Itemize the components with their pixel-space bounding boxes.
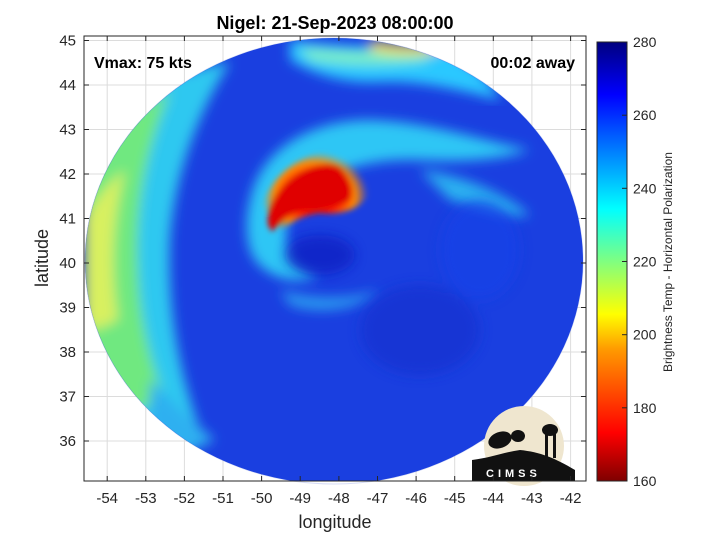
x-tick-label: -54 [96,490,118,507]
vmax-annotation: Vmax: 75 kts [94,55,192,72]
y-tick-label: 39 [59,300,76,317]
axes-frame [83,35,587,482]
x-tick-label: -45 [444,490,466,507]
y-axis: 36 37 38 39 40 41 42 43 44 45 [59,33,586,450]
y-tick-label: 43 [59,122,76,139]
x-tick-label: -51 [212,490,234,507]
y-tick-label: 44 [59,77,76,94]
x-tick-label: -44 [482,490,504,507]
x-axis: -54 -53 -52 -51 -50 -49 -48 -47 -46 -45 -44 -43 -42 [96,36,581,507]
x-tick-label: -43 [521,490,543,507]
colorbar-tick-label: 280 [633,34,657,50]
y-tick-label: 42 [59,166,76,183]
colorbar-tick-label: 180 [633,400,657,416]
x-tick-label: -49 [289,490,311,507]
logo-text: CIMSS [486,468,541,480]
y-tick-label: 38 [59,344,76,361]
y-tick-label: 41 [59,211,76,228]
x-tick-label: -50 [251,490,273,507]
cimss-logo: CIMSS [472,406,575,486]
x-tick-label: -46 [405,490,427,507]
y-axis-title: latitude [32,229,52,287]
x-tick-label: -48 [328,490,350,507]
y-tick-label: 40 [59,255,76,272]
colorbar-tick-label: 200 [633,327,657,343]
colorbar-label: Brightness Temp - Horizontal Polarizatio… [661,152,675,372]
x-tick-label: -53 [135,490,157,507]
colorbar-tick-label: 240 [633,180,657,196]
x-tick-label: -52 [174,490,196,507]
y-tick-label: 45 [59,33,76,50]
y-tick-label: 37 [59,389,76,406]
swath-boundary [84,37,584,485]
x-tick-label: -47 [367,490,389,507]
colorbar-tick-label: 260 [633,107,657,123]
colorbar-tick-label: 160 [633,473,657,489]
x-tick-label: -42 [560,490,582,507]
y-tick-label: 36 [59,433,76,450]
time-offset-annotation: 00:02 away [490,55,575,72]
chart-title: Nigel: 21-Sep-2023 08:00:00 [216,13,453,33]
microwave-swath [85,38,583,481]
x-axis-title: longitude [298,512,371,532]
colorbar-tick-label: 220 [633,254,657,270]
colorbar-ticks: 160 180 200 220 240 260 280 [622,34,657,489]
